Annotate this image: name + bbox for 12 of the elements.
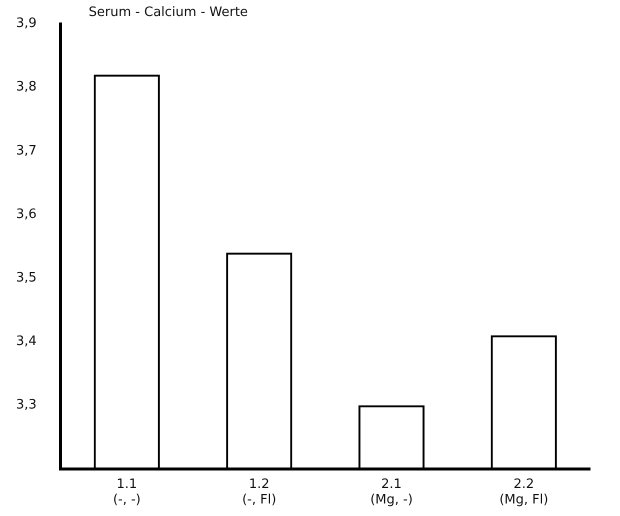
chart-title: Serum - Calcium - Werte (88, 4, 248, 20)
y-tick-label: 3,9 (16, 16, 37, 32)
x-tick-label: 2.1 (Mg, -) (370, 476, 413, 508)
y-tick-label: 3,3 (16, 398, 37, 413)
x-tick-label: 2.2 (Mg, Fl) (499, 476, 548, 508)
x-tick-label: 1.1 (-, -) (112, 476, 141, 508)
y-tick-label: 3,8 (16, 80, 37, 95)
x-tick-label: 1.2 (-, Fl) (242, 476, 276, 508)
y-tick-label: 3,7 (16, 143, 37, 158)
y-tick-label: 3,5 (16, 270, 37, 286)
y-tick-label: 3,6 (16, 206, 37, 222)
y-tick-label: 3,4 (16, 334, 37, 350)
